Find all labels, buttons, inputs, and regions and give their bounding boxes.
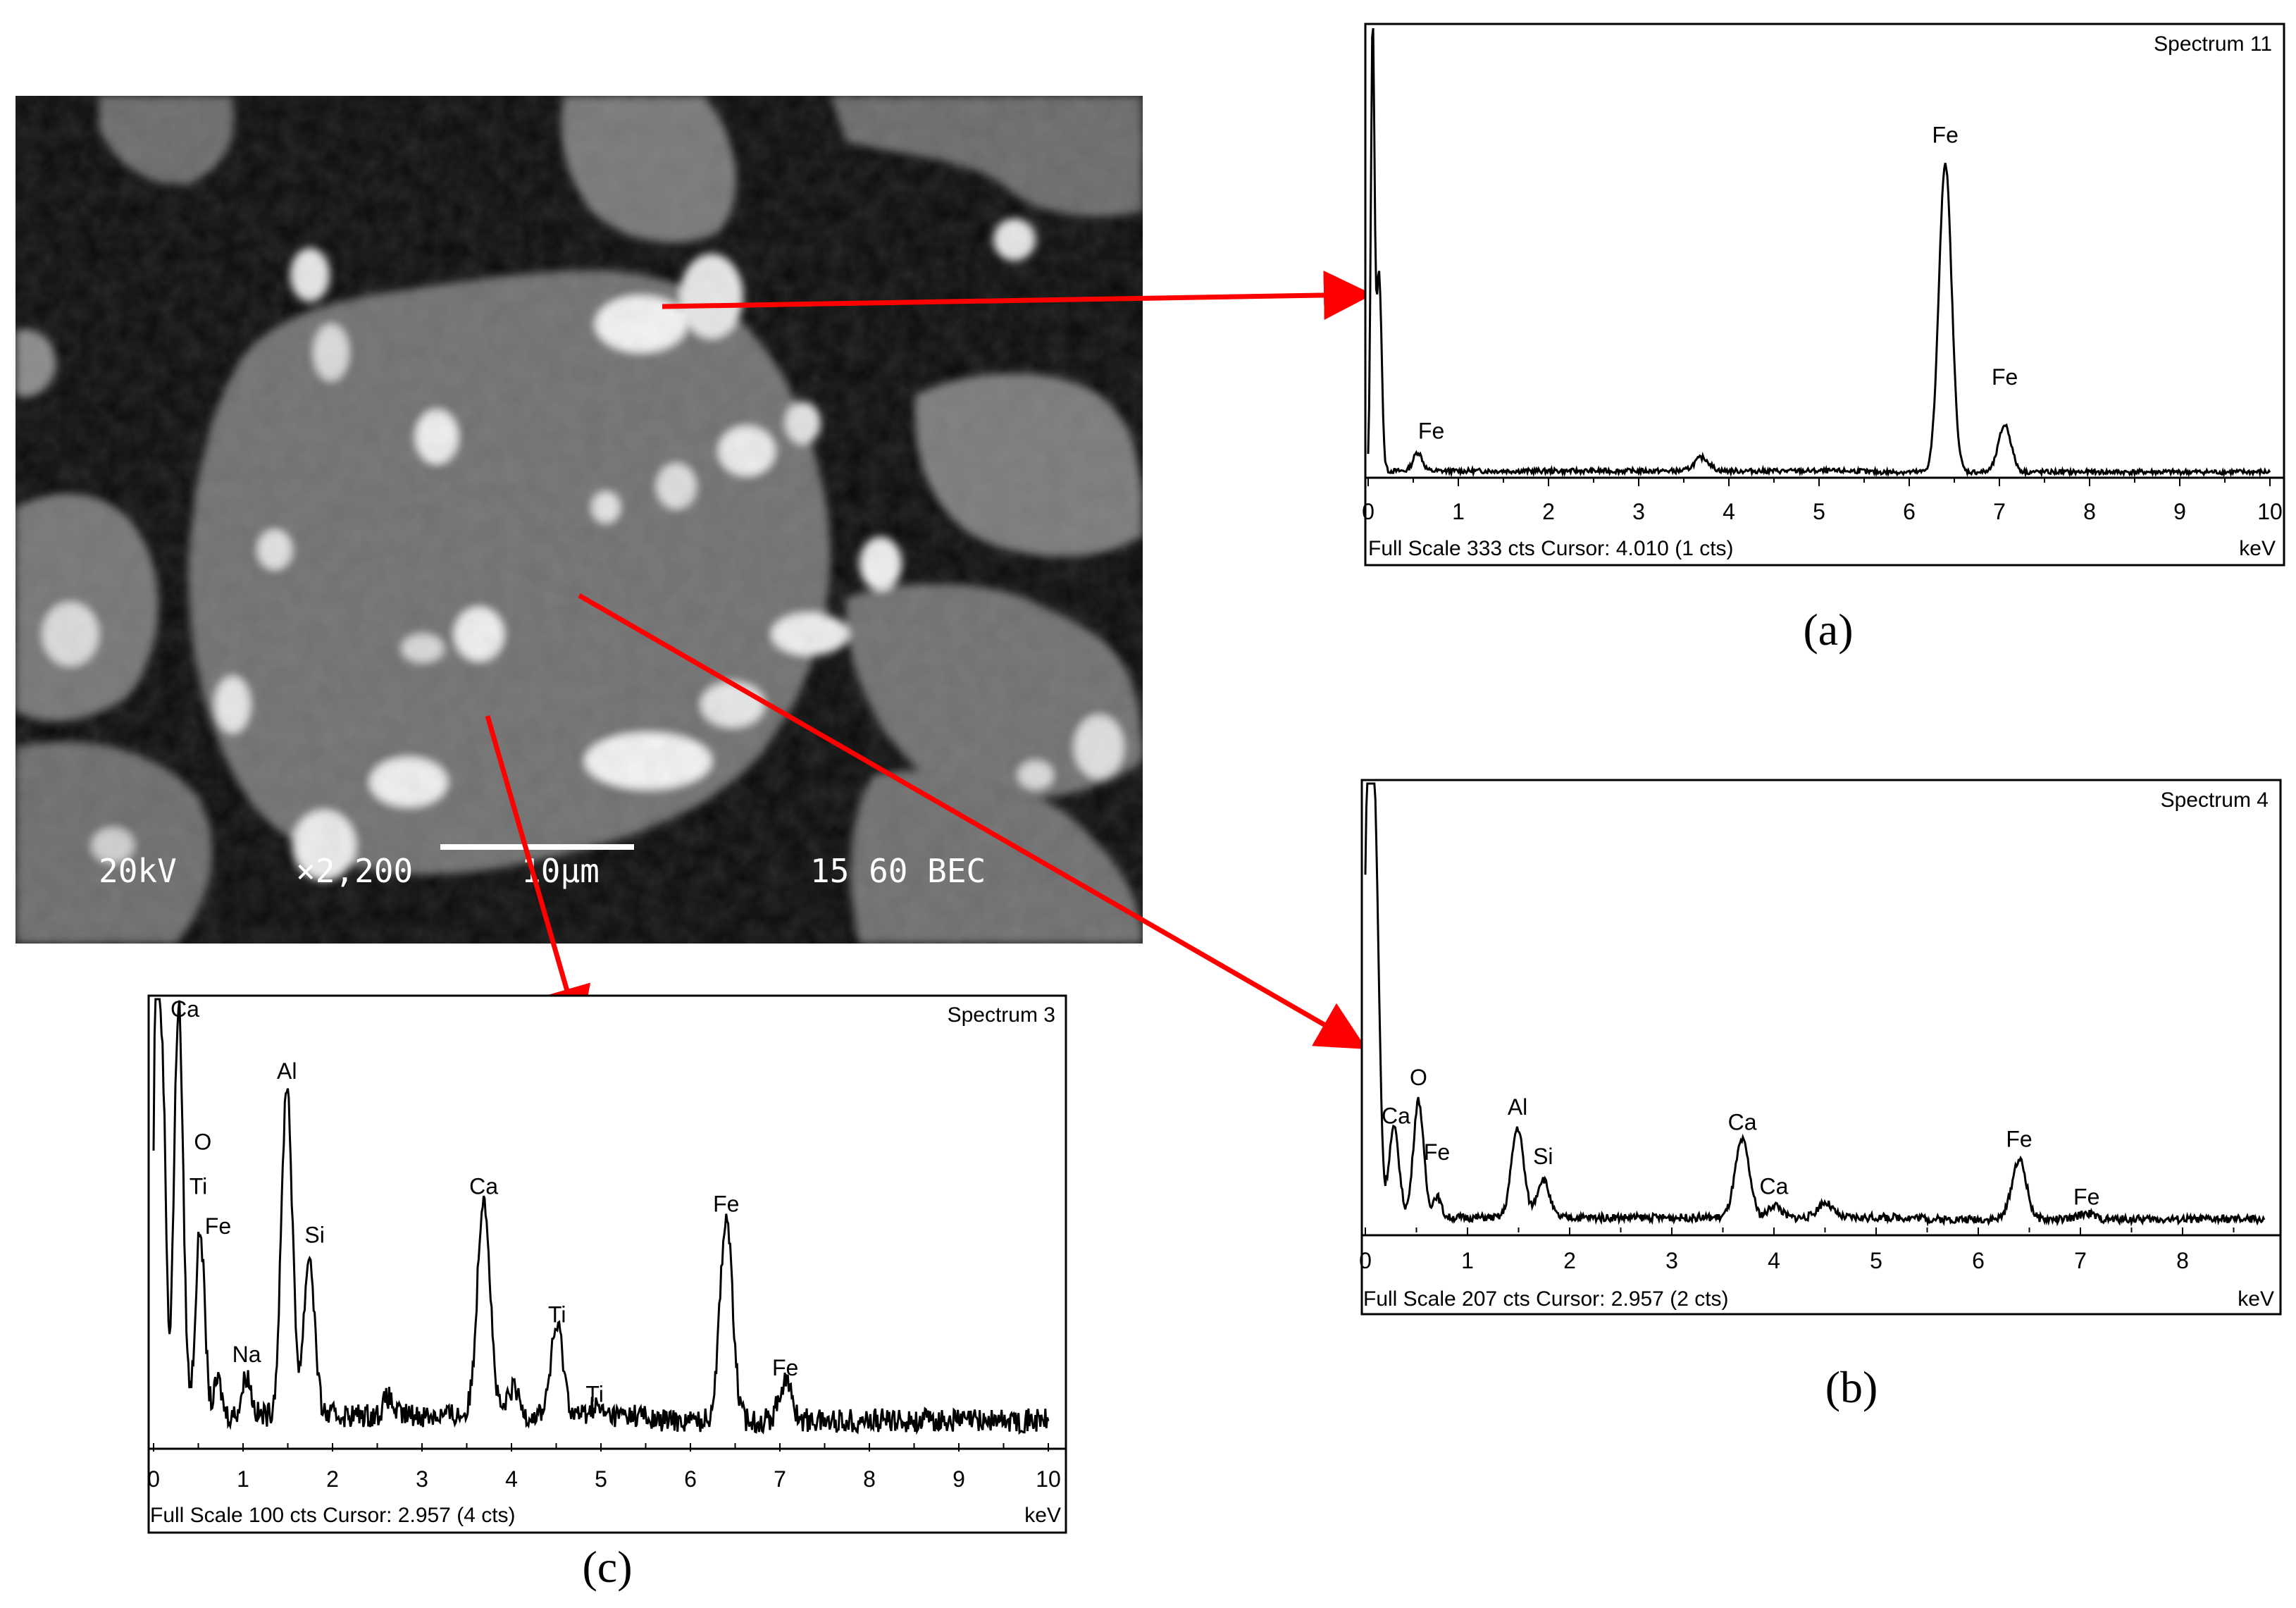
peak-label-fe: Fe bbox=[1992, 364, 2018, 390]
peak-label-o: O bbox=[194, 1130, 211, 1155]
peak-label-fe: Fe bbox=[772, 1355, 798, 1380]
x-tick-label: 8 bbox=[2176, 1248, 2189, 1273]
x-tick-label: 6 bbox=[1903, 499, 1916, 524]
x-tick-label: 5 bbox=[1870, 1248, 1882, 1273]
spectrum-unit-label: keV bbox=[2239, 537, 2276, 560]
x-tick-label: 7 bbox=[774, 1466, 786, 1492]
x-tick-label: 7 bbox=[1993, 499, 2006, 524]
x-tick-label: 0 bbox=[1362, 499, 1375, 524]
x-tick-label: 6 bbox=[684, 1466, 697, 1492]
x-tick-label: 2 bbox=[1563, 1248, 1576, 1273]
x-tick-label: 4 bbox=[505, 1466, 518, 1492]
peak-label-fe: Fe bbox=[1418, 419, 1444, 444]
peak-label-o: O bbox=[1410, 1065, 1427, 1090]
x-tick-label: 4 bbox=[1723, 499, 1735, 524]
panel-label-b: (b) bbox=[1825, 1362, 1878, 1412]
x-tick-label: 1 bbox=[1452, 499, 1465, 524]
peak-label-si: Si bbox=[304, 1222, 324, 1247]
x-tick-label: 0 bbox=[147, 1466, 160, 1492]
x-tick-label: 7 bbox=[2074, 1248, 2087, 1273]
peak-label-ca: Ca bbox=[1382, 1103, 1410, 1128]
x-tick-label: 2 bbox=[326, 1466, 339, 1492]
peak-label-fe: Fe bbox=[713, 1191, 739, 1216]
spectrum-trace bbox=[1367, 27, 2271, 478]
spectrum-footer: Full Scale 207 cts Cursor: 2.957 (2 cts) bbox=[1363, 1287, 1729, 1311]
x-tick-label: 2 bbox=[1542, 499, 1555, 524]
peak-label-ca: Ca bbox=[1728, 1109, 1757, 1134]
spectrum-footer: Full Scale 100 cts Cursor: 2.957 (4 cts) bbox=[150, 1504, 516, 1527]
peak-label-fe: Fe bbox=[1424, 1139, 1450, 1165]
arrow-to-spectrum-11 bbox=[662, 270, 1373, 320]
peak-label-ca: Ca bbox=[469, 1173, 498, 1199]
sem-magnification-label: ×2,200 bbox=[296, 852, 413, 890]
peak-label-fe: Fe bbox=[2073, 1185, 2099, 1210]
spectrum-panel-a: Spectrum 11 Full Scale 333 cts Cursor: 4… bbox=[1362, 23, 2285, 567]
peak-label-ca: Ca bbox=[170, 996, 199, 1022]
spectrum-unit-label: keV bbox=[2238, 1287, 2274, 1311]
pointer-arrows bbox=[485, 270, 1373, 1049]
x-tick-label: 9 bbox=[2173, 499, 2186, 524]
spectrum-unit-label: keV bbox=[1024, 1504, 1061, 1527]
spectrum-panel-b: Spectrum 4 Full Scale 207 cts Cursor: 2.… bbox=[1359, 779, 2282, 1316]
spectrum-title: Spectrum 3 bbox=[948, 1003, 1055, 1027]
panel-label-c: (c) bbox=[582, 1542, 632, 1592]
peak-label-al: Al bbox=[1508, 1094, 1527, 1120]
x-tick-label: 5 bbox=[1813, 499, 1825, 524]
peak-label-ca: Ca bbox=[1760, 1173, 1789, 1199]
spectrum-title: Spectrum 4 bbox=[2161, 788, 2269, 812]
peak-label-fe: Fe bbox=[205, 1213, 231, 1239]
arrow-to-spectrum-3 bbox=[485, 715, 591, 1037]
peak-label-al: Al bbox=[277, 1058, 297, 1084]
arrow-to-spectrum-4 bbox=[578, 593, 1367, 1049]
x-tick-label: 1 bbox=[1461, 1248, 1474, 1273]
spectrum-trace bbox=[152, 998, 1050, 1435]
panel-label-a: (a) bbox=[1803, 605, 1853, 655]
x-tick-label: 8 bbox=[2083, 499, 2096, 524]
spectrum-frame bbox=[147, 994, 1067, 1534]
peak-label-na: Na bbox=[232, 1342, 261, 1367]
x-tick-label: 10 bbox=[1036, 1466, 1061, 1492]
peak-label-si: Si bbox=[1533, 1144, 1553, 1169]
spectrum-footer: Full Scale 333 cts Cursor: 4.010 (1 cts) bbox=[1368, 537, 1734, 560]
peak-label-ti: Ti bbox=[548, 1301, 566, 1327]
peak-label-ti: Ti bbox=[190, 1173, 207, 1199]
spectrum-panel-c: Spectrum 3 Full Scale 100 cts Cursor: 2.… bbox=[147, 994, 1067, 1534]
peak-label-fe: Fe bbox=[2006, 1127, 2032, 1152]
peak-label-fe: Fe bbox=[1932, 122, 1959, 147]
sem-detector-label: 15 60 BEC bbox=[810, 852, 986, 890]
x-tick-label: 9 bbox=[952, 1466, 965, 1492]
x-tick-label: 6 bbox=[1972, 1248, 1985, 1273]
x-tick-label: 5 bbox=[595, 1466, 607, 1492]
sem-voltage-label: 20kV bbox=[99, 852, 177, 890]
x-tick-label: 3 bbox=[1632, 499, 1645, 524]
peak-label-ti: Ti bbox=[585, 1381, 603, 1406]
sem-micrograph: 20kV ×2,200 10µm 15 60 BEC bbox=[15, 96, 1143, 944]
x-tick-label: 10 bbox=[2257, 499, 2283, 524]
x-tick-label: 1 bbox=[237, 1466, 249, 1492]
spectrum-frame bbox=[1360, 779, 2282, 1316]
spectrum-title: Spectrum 11 bbox=[2154, 32, 2272, 56]
x-tick-label: 3 bbox=[416, 1466, 428, 1492]
x-tick-label: 8 bbox=[863, 1466, 876, 1492]
spectrum-frame bbox=[1364, 23, 2285, 567]
x-tick-label: 3 bbox=[1665, 1248, 1678, 1273]
x-tick-label: 0 bbox=[1359, 1248, 1372, 1273]
x-tick-label: 4 bbox=[1768, 1248, 1780, 1273]
spectrum-trace bbox=[1364, 782, 2266, 1227]
